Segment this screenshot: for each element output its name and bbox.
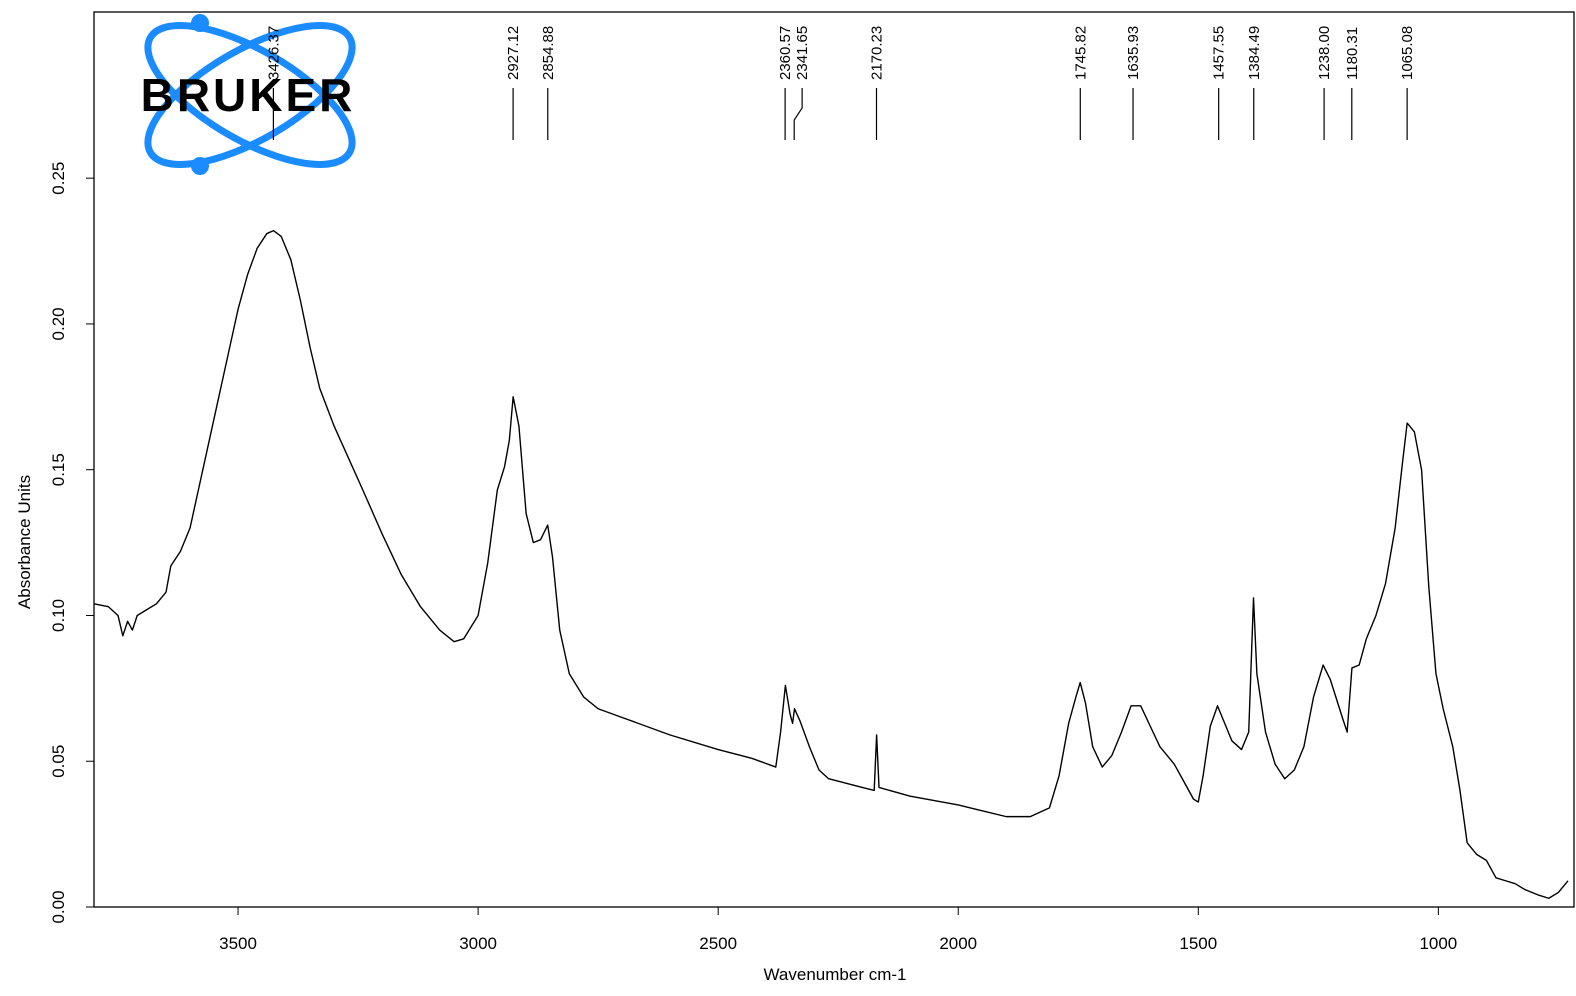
y-tick-label: 0.25 [49,162,68,195]
peak-label: 1457.55 [1211,26,1228,80]
peak-label: 2360.57 [777,26,794,80]
y-axis-label: Absorbance Units [15,475,34,609]
peak-label: 2854.88 [540,26,557,80]
y-tick-label: 0.15 [49,453,68,486]
peak-label: 3426.37 [265,26,282,80]
x-axis-label: Wavenumber cm-1 [764,965,907,984]
plot-frame [93,11,1575,908]
x-tick-label: 2000 [939,934,977,953]
logo-dot [191,14,209,32]
logo-orbit [144,22,356,168]
x-tick-label: 2500 [699,934,737,953]
spectrum-line [93,229,1569,899]
peak-label: 2927.12 [505,26,522,80]
peak-label: 1384.49 [1246,26,1263,80]
y-tick-label: 0.05 [49,745,68,778]
peak-label: 1238.00 [1316,26,1333,80]
peak-label: 1745.82 [1072,26,1089,80]
x-tick-label: 1000 [1419,934,1457,953]
logo-dot [191,157,209,175]
y-tick-label: 0.10 [49,599,68,632]
logo-text: BRUKER [141,69,356,121]
peak-marker [793,88,803,140]
logo-orbit [144,22,356,168]
y-tick-label: 0.20 [49,307,68,340]
peak-label: 1180.31 [1344,27,1361,80]
x-tick-label: 1500 [1179,934,1217,953]
x-tick-label: 3500 [219,934,257,953]
peak-label: 1065.08 [1399,26,1416,80]
logo: BRUKER [141,14,356,175]
y-tick-label: 0.00 [49,890,68,923]
peak-label: 2170.23 [869,26,886,80]
x-tick-label: 3000 [459,934,497,953]
peak-label: 2341.65 [794,26,811,80]
peak-label: 1635.93 [1125,26,1142,80]
